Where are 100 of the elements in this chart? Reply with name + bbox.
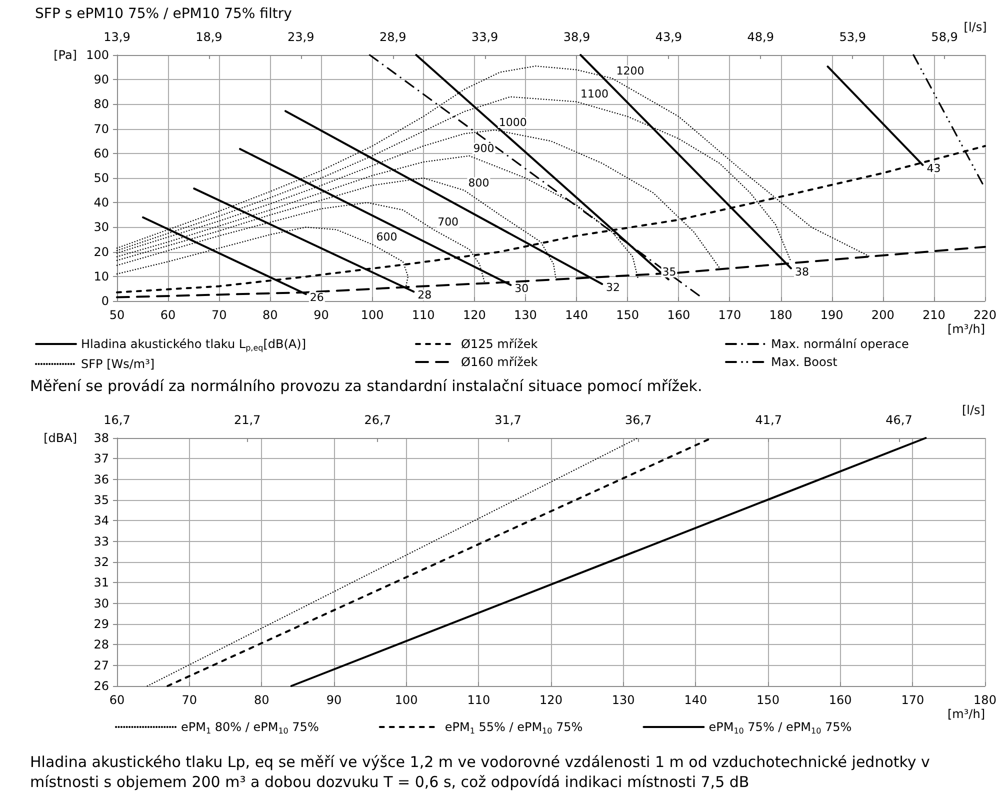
y-tick-label: 20 xyxy=(94,244,109,259)
x-tick-label: 130 xyxy=(514,308,537,322)
x-tick-label: 140 xyxy=(565,308,588,322)
annotation: 38 xyxy=(794,265,809,278)
x-tick-label: 170 xyxy=(901,693,924,707)
y-axis-title: [Pa] xyxy=(54,48,77,62)
x-tick-label: 50 xyxy=(109,308,125,322)
x-tick-label: 80 xyxy=(254,693,270,707)
text: Hladina akustického tlaku Lp, eq se měří ve výšce 1,2 m ve vodorovné vzdálenosti 1 m od vzduchotechnické jednotky v místnosti s objemem 200 m³ a dobou dozvuku T = 0,6 s, což odpovídá indikaci místnosti 7,5 dB xyxy=(30,752,931,792)
x-tick-label: 180 xyxy=(769,308,792,322)
x-tick-label: 120 xyxy=(462,308,486,322)
annotation: 1000 xyxy=(498,116,527,130)
y-tick-label: 30 xyxy=(94,596,109,610)
y-tick-label: 60 xyxy=(94,146,109,160)
x-tick-label: 130 xyxy=(612,693,635,707)
x-tick-label: 100 xyxy=(360,308,384,322)
annotation: 30 xyxy=(514,282,529,296)
x2-axis-title: [l/s] xyxy=(964,20,987,34)
x2-tick-label: 46,7 xyxy=(886,413,912,427)
y-tick-label: 35 xyxy=(94,493,109,507)
y-tick-label: 33 xyxy=(94,534,109,548)
annotation: 26 xyxy=(310,291,324,304)
x-axis-title: [m³/h] xyxy=(947,707,985,721)
y-tick-label: 34 xyxy=(94,514,109,528)
y-tick-label: 31 xyxy=(94,576,109,590)
legend-label: SFP [Ws/m³] xyxy=(81,357,155,371)
x2-tick-label: 38,9 xyxy=(563,30,590,44)
x-tick-label: 100 xyxy=(394,693,418,707)
x2-tick-label: 28,9 xyxy=(379,30,406,44)
x-tick-label: 150 xyxy=(616,308,640,322)
x-tick-label: 90 xyxy=(326,693,342,707)
y-tick-label: 30 xyxy=(94,220,109,234)
x2-tick-label: 26,7 xyxy=(364,413,392,427)
x-tick-label: 150 xyxy=(756,693,780,707)
legend-label: Max. Boost xyxy=(771,355,838,369)
x-tick-label: 110 xyxy=(412,308,435,322)
x2-tick-label: 48,9 xyxy=(747,30,774,44)
x2-tick-label: 16,7 xyxy=(104,413,130,427)
y-tick-label: 28 xyxy=(94,638,109,652)
y-tick-label: 50 xyxy=(94,171,109,185)
annotation: 28 xyxy=(418,288,432,302)
x-tick-label: 90 xyxy=(314,308,329,322)
x-tick-label: 80 xyxy=(262,308,278,322)
text: Měření se provádí za normálního provozu za standardní instalační situace pomocí mřížek. xyxy=(30,376,704,396)
x2-tick-label: 31,7 xyxy=(494,413,522,427)
annotation: 600 xyxy=(376,230,398,244)
x-axis-title: [m³/h] xyxy=(947,322,985,336)
x2-tick-label: 53,9 xyxy=(839,30,866,44)
legend-label: Ø125 mřížek xyxy=(461,337,538,351)
x-tick-label: 160 xyxy=(828,693,852,707)
y-tick-label: 26 xyxy=(94,679,109,693)
x-tick-label: 140 xyxy=(684,693,708,707)
y-tick-label: 100 xyxy=(86,48,109,62)
y-tick-label: 0 xyxy=(101,294,109,308)
x-tick-label: 120 xyxy=(540,693,562,707)
x-tick-label: 60 xyxy=(109,693,125,707)
x2-tick-label: 13,9 xyxy=(104,30,130,44)
x2-tick-label: 41,7 xyxy=(755,413,782,427)
annotation: 900 xyxy=(473,142,494,155)
y-axis-title: [dBA] xyxy=(44,431,77,445)
y-tick-label: 27 xyxy=(94,658,109,672)
annotation: 1200 xyxy=(616,64,644,78)
x2-tick-label: 36,7 xyxy=(624,413,652,427)
x2-axis-title: [l/s] xyxy=(962,403,985,417)
x-tick-label: 70 xyxy=(211,308,227,322)
x2-tick-label: 43,9 xyxy=(655,30,682,44)
x-tick-label: 210 xyxy=(922,308,946,322)
y-tick-label: 38 xyxy=(94,431,109,445)
y-tick-label: 32 xyxy=(94,555,109,569)
annotation: 1100 xyxy=(580,88,609,101)
y-tick-label: 70 xyxy=(94,122,109,136)
y-tick-label: 10 xyxy=(94,269,109,284)
chart-title: SFP s ePM10 75% / ePM10 75% filtry xyxy=(35,6,292,22)
x-tick-label: 220 xyxy=(974,308,996,322)
x2-tick-label: 33,9 xyxy=(471,30,498,44)
y-tick-label: 80 xyxy=(94,97,109,112)
y-tick-label: 90 xyxy=(94,72,109,87)
x-tick-label: 190 xyxy=(820,308,844,322)
x2-tick-label: 23,9 xyxy=(288,30,314,44)
legend-label: Max. normální operace xyxy=(771,337,909,351)
x-tick-label: 180 xyxy=(974,693,996,707)
x-tick-label: 200 xyxy=(871,308,894,322)
y-tick-label: 37 xyxy=(94,452,109,466)
x2-tick-label: 58,9 xyxy=(931,30,958,44)
annotation: 43 xyxy=(926,162,941,175)
y-tick-label: 36 xyxy=(94,472,109,486)
y-tick-label: 29 xyxy=(94,617,109,631)
x-tick-label: 70 xyxy=(182,693,197,707)
legend-label: Ø160 mřížek xyxy=(461,355,538,369)
x-tick-label: 60 xyxy=(160,308,176,322)
x-tick-label: 160 xyxy=(667,308,690,322)
x2-tick-label: 18,9 xyxy=(196,30,222,44)
x-tick-label: 170 xyxy=(718,308,742,322)
annotation: 32 xyxy=(606,281,620,294)
x-tick-label: 110 xyxy=(467,693,490,707)
annotation: 800 xyxy=(468,176,490,190)
annotation: 700 xyxy=(438,216,459,229)
annotation: 35 xyxy=(662,265,676,278)
x2-tick-label: 21,7 xyxy=(234,413,261,427)
y-tick-label: 40 xyxy=(94,196,109,210)
